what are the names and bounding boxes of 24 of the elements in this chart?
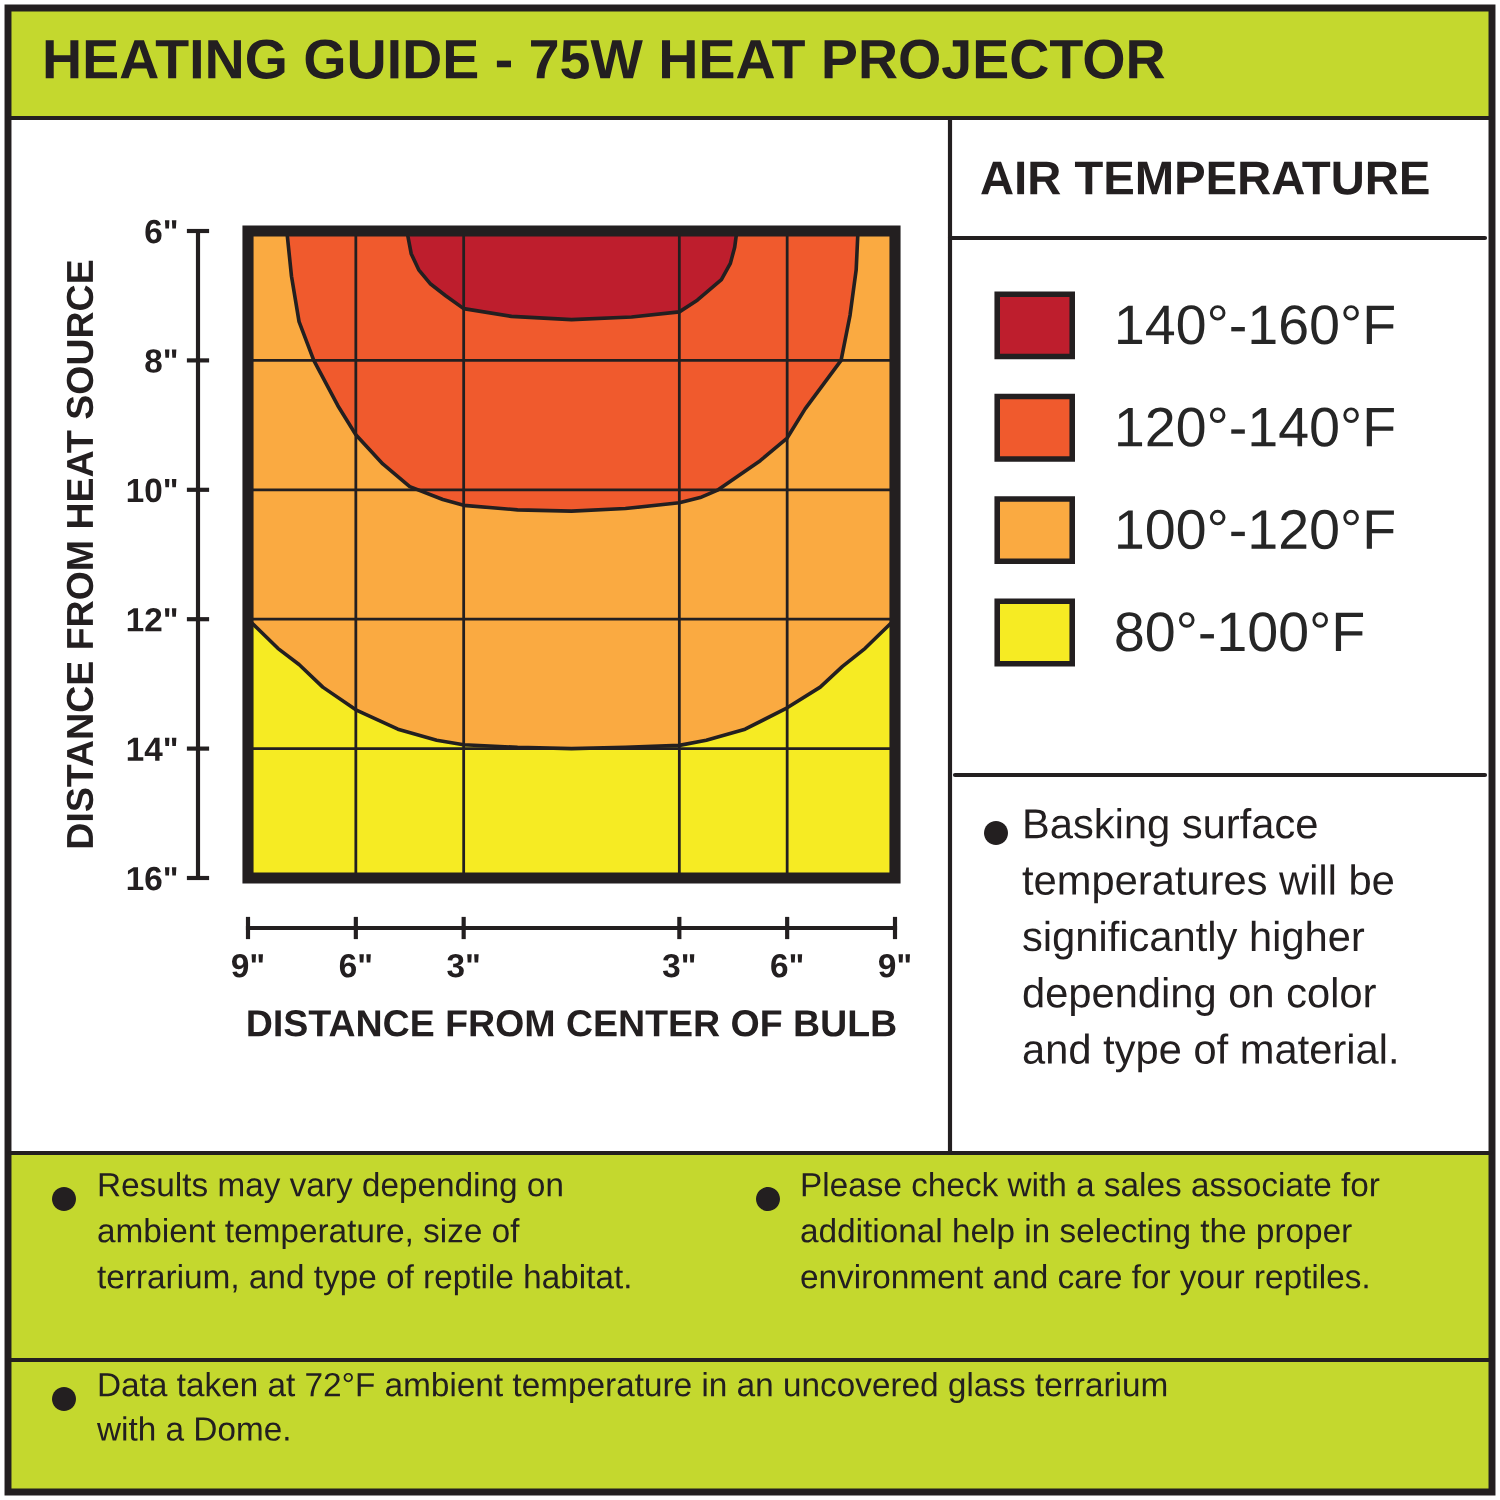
y-tick-label: 10"	[127, 478, 177, 503]
x-tick-label: 9"	[231, 953, 263, 978]
y-tick-label: 16"	[127, 866, 177, 891]
legend-label: 140°-160°F	[1118, 305, 1394, 345]
legend-label: 80°-100°F	[1116, 612, 1364, 652]
y-tick-label: 8"	[145, 349, 177, 373]
x-tick-label: 9"	[878, 953, 910, 978]
x-tick-label: 6"	[771, 953, 803, 978]
y-axis-title: DISTANCE FROM HEAT SOURCE	[66, 260, 94, 848]
text: Data taken at 72°F ambient temperature in an uncovered glass terrarium with a Dome.	[96, 1372, 1167, 1441]
y-tick-label: 6"	[145, 219, 177, 244]
legend-title: AIR TEMPERATURE	[981, 161, 1429, 195]
x-tick-label: 3"	[447, 953, 479, 978]
text: Please check with a sales associate for additional help in selecting the proper environment and care for your reptiles.	[801, 1172, 1380, 1296]
x-axis-title: DISTANCE FROM CENTER OF BULB	[248, 1010, 896, 1037]
chart-title: HEATING GUIDE - 75W HEAT PROJECTOR	[45, 39, 1165, 79]
x-tick-label: 3"	[662, 953, 695, 978]
text: Results may vary depending on ambient temperature, size of terrarium, and type of reptile habitat.	[97, 1172, 630, 1296]
x-tick-label: 6"	[339, 953, 371, 978]
legend-label: 120°-140°F	[1118, 407, 1394, 447]
y-tick-label: 14"	[127, 737, 177, 761]
legend-label: 100°-120°F	[1118, 509, 1394, 550]
text: Basking surface temperatures will be significantly higher depending on color and type of material.	[1022, 808, 1396, 1073]
y-tick-label: 12"	[127, 608, 177, 632]
